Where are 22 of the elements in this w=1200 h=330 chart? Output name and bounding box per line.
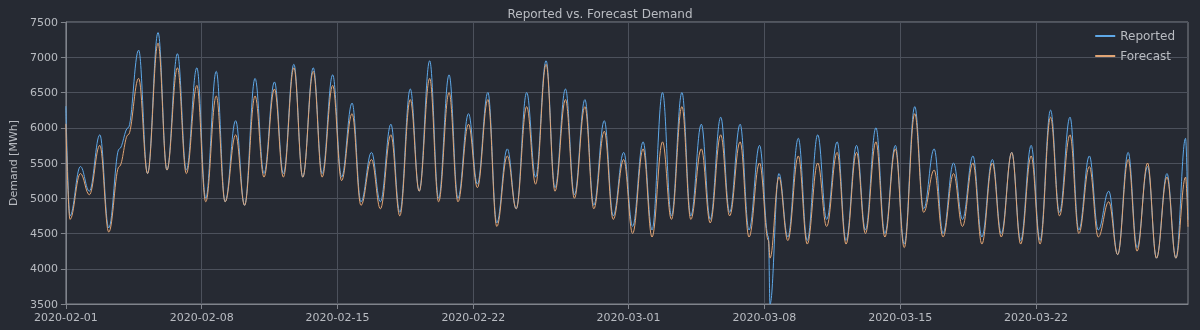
x-tick-label: 2020-02-08 <box>169 311 234 324</box>
line-series <box>65 42 1189 259</box>
y-tick-label: 4000 <box>29 262 58 276</box>
chart-title: Reported vs. Forecast Demand <box>507 7 693 21</box>
x-tick-label: 2020-03-08 <box>732 311 797 324</box>
legend-label: Reported <box>1120 29 1175 43</box>
y-axis-title: Demand [MWh] <box>7 119 20 207</box>
x-tick-label: 2020-03-22 <box>1004 311 1068 324</box>
x-tick-label: 2020-03-01 <box>596 311 661 324</box>
x-tick-label: 2020-03-15 <box>868 311 933 324</box>
y-tick-label: 7000 <box>29 50 58 64</box>
x-tick-label: 2020-02-01 <box>33 311 98 324</box>
x-tick-label: 2020-02-15 <box>305 311 370 324</box>
legend-label: Forecast <box>1120 49 1172 63</box>
y-tick-label: 5500 <box>29 156 58 170</box>
x-tick-label: 2020-02-22 <box>441 311 506 324</box>
y-tick-label: 6000 <box>29 121 58 135</box>
y-tick-label: 7500 <box>29 15 58 29</box>
y-tick-label: 6500 <box>29 86 58 99</box>
y-tick-label: 5000 <box>29 191 58 205</box>
y-tick-label: 3500 <box>29 297 58 311</box>
y-tick-label: 4500 <box>29 227 58 240</box>
